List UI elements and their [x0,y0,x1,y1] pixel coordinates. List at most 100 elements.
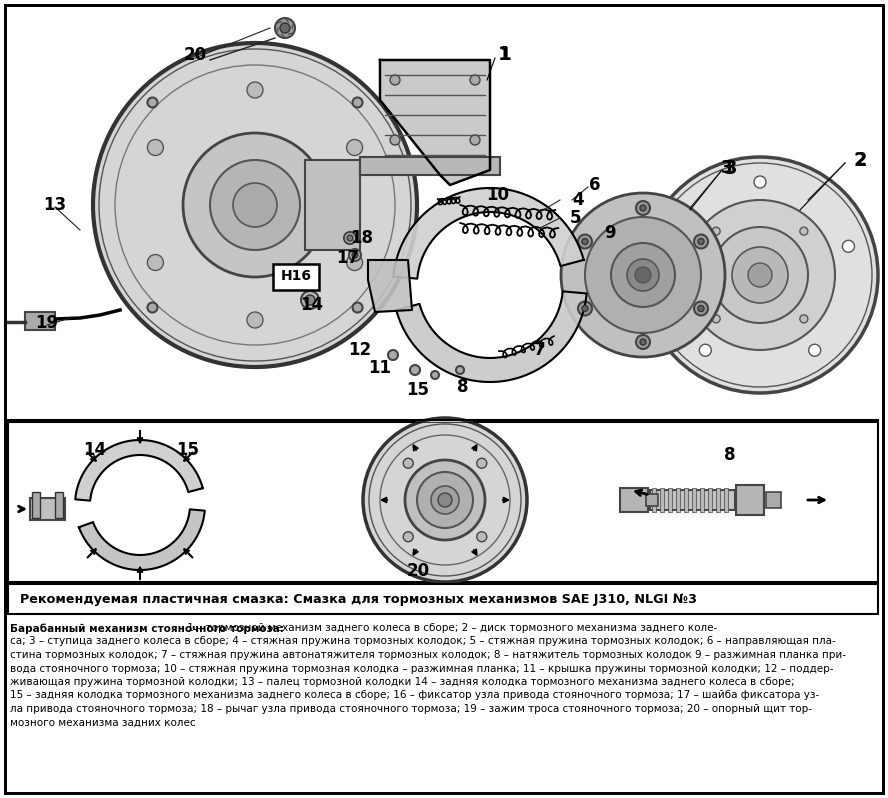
Text: 4: 4 [572,191,583,209]
Bar [32,492,40,518]
Circle shape [247,82,263,98]
Text: Рекомендуемая пластичная смазка: Смазка для тормозных механизмов SAE J310, NLGI : Рекомендуемая пластичная смазка: Смазка … [20,592,697,606]
Circle shape [275,18,295,38]
Circle shape [353,97,362,108]
Text: 17: 17 [337,249,360,267]
Circle shape [388,350,398,360]
Circle shape [700,344,711,356]
Text: 1: 1 [498,45,511,65]
Circle shape [698,239,704,244]
Text: 15: 15 [407,381,430,399]
Polygon shape [380,60,490,185]
Circle shape [390,75,400,85]
Bar [716,488,720,512]
Circle shape [363,418,527,582]
Text: мозного механизма задних колес: мозного механизма задних колес [10,717,195,728]
Circle shape [640,339,646,345]
Text: 5: 5 [569,209,581,227]
Text: 2: 2 [853,151,867,169]
Circle shape [748,263,772,287]
Text: 15: 15 [177,441,200,459]
Text: живающая пружина тормозной колодки; 13 – палец тормозной колодки 14 – задняя кол: живающая пружина тормозной колодки; 13 –… [10,677,795,687]
Circle shape [147,255,163,271]
Text: 8: 8 [725,446,736,464]
Circle shape [627,259,659,291]
Circle shape [809,344,821,356]
Text: 14: 14 [300,296,323,314]
Text: 3: 3 [723,159,737,177]
Circle shape [183,133,327,277]
Circle shape [642,157,878,393]
Circle shape [611,243,675,307]
Circle shape [353,302,362,313]
Circle shape [712,315,720,323]
Circle shape [349,249,361,261]
Circle shape [438,493,452,507]
Text: стина тормозных колодок; 7 – стяжная пружина автонатяжителя тормозных колодок; 8: стина тормозных колодок; 7 – стяжная пру… [10,650,846,660]
Circle shape [635,267,651,283]
Circle shape [403,531,413,542]
Circle shape [470,75,480,85]
Circle shape [233,183,277,227]
Circle shape [470,135,480,145]
Circle shape [417,472,473,528]
Circle shape [247,312,263,328]
Bar [700,488,704,512]
Bar [668,488,672,512]
Bar [8,422,878,582]
Text: 7: 7 [535,341,546,359]
Text: 1 – тормозной механизм заднего колеса в сборе; 2 – диск тормозного механизма зад: 1 – тормозной механизм заднего колеса в … [184,623,718,633]
Circle shape [578,302,592,315]
Bar [25,312,55,330]
Circle shape [698,306,704,311]
Circle shape [636,201,650,215]
Circle shape [694,302,708,315]
Circle shape [431,371,439,379]
Bar [684,488,688,512]
Circle shape [585,217,701,333]
Text: 6: 6 [590,176,601,194]
Circle shape [561,193,725,357]
Circle shape [210,160,300,250]
Text: 13: 13 [44,196,67,214]
Bar [766,492,781,508]
Circle shape [344,232,356,244]
Circle shape [800,315,808,323]
Circle shape [431,486,459,514]
Text: 11: 11 [369,359,392,377]
Circle shape [346,255,362,271]
Circle shape [640,205,646,211]
Polygon shape [75,440,202,500]
Text: 18: 18 [351,229,374,247]
Circle shape [665,240,678,252]
Text: са; 3 – ступица заднего колеса в сборе; 4 – стяжная пружина тормозных колодок; 5: са; 3 – ступица заднего колеса в сборе; … [10,637,836,646]
Text: 1: 1 [499,46,511,64]
Bar [724,488,728,512]
Circle shape [405,460,485,540]
Text: 2: 2 [854,151,866,169]
Bar [8,584,878,614]
Bar [660,488,664,512]
Bar [650,490,735,510]
Circle shape [147,97,157,108]
Bar [55,492,63,518]
Circle shape [732,247,788,303]
Circle shape [147,302,157,313]
Circle shape [301,291,319,309]
Circle shape [147,140,163,156]
Text: 20: 20 [407,562,430,580]
Polygon shape [396,291,587,382]
Circle shape [685,200,835,350]
FancyBboxPatch shape [273,264,319,290]
Circle shape [403,458,413,468]
Circle shape [347,235,353,241]
Bar [652,488,656,512]
Circle shape [694,235,708,248]
Bar [736,485,764,515]
Text: 14: 14 [83,441,107,459]
Text: ла привода стояночного тормоза; 18 – рычаг узла привода стояночного тормоза; 19 : ла привода стояночного тормоза; 18 – рыч… [10,704,812,714]
Text: 10: 10 [487,186,510,204]
Text: H16: H16 [281,269,312,283]
Text: 9: 9 [604,224,615,242]
Circle shape [410,365,420,375]
